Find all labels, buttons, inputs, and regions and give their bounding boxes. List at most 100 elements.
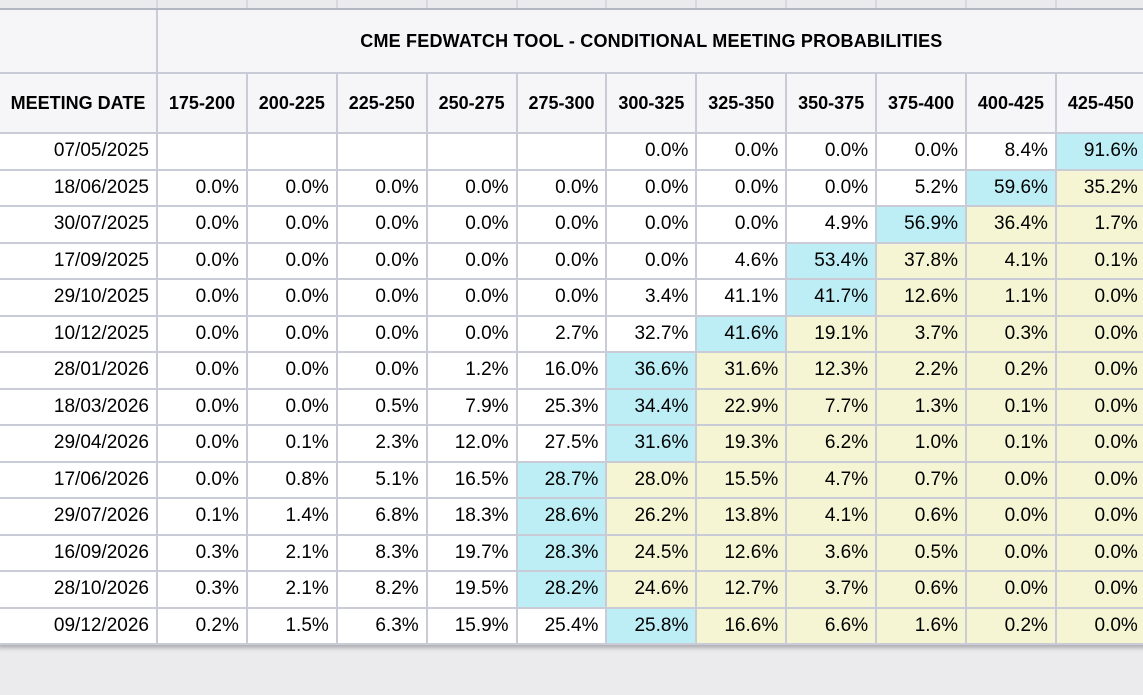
probability-cell: 0.0%: [605, 132, 698, 171]
probability-cell: 0.0%: [695, 168, 788, 207]
probability-cell: 0.0%: [156, 424, 248, 463]
probability-cell: 0.0%: [965, 533, 1057, 572]
probability-cell: 0.0%: [156, 460, 248, 499]
rate-bin-header: 350-375: [785, 72, 878, 134]
probability-cell: 0.0%: [695, 132, 788, 171]
probability-cell: 0.0%: [245, 168, 338, 207]
cutoff-cell-stub: [695, 0, 788, 10]
table-row: 29/07/2026 0.1% 1.4% 6.8% 18.3% 28.6% 26.2% 13.…: [0, 497, 1143, 536]
probability-cell: [425, 132, 518, 171]
cutoff-cell-stub: [965, 0, 1057, 10]
probability-cell: 0.0%: [156, 168, 248, 207]
table-row: 28/01/2026 0.0% 0.0% 0.0% 1.2% 16.0% 36.6% 31.6…: [0, 351, 1143, 390]
rate-bin-header: 200-225: [245, 72, 338, 134]
cutoff-cell-stub: [875, 0, 968, 10]
probability-cell: 26.2%: [605, 497, 698, 536]
probability-cell: 3.4%: [605, 278, 698, 317]
probability-cell: 1.5%: [245, 606, 338, 645]
probability-cell: 16.0%: [515, 351, 608, 390]
probability-cell: [245, 132, 338, 171]
table-row: 29/04/2026 0.0% 0.1% 2.3% 12.0% 27.5% 31.6% 19.…: [0, 424, 1143, 463]
table-title: CME FEDWATCH TOOL - CONDITIONAL MEETING …: [156, 8, 1143, 74]
probability-cell: 7.9%: [425, 387, 518, 426]
meeting-date-cell: 29/04/2026: [0, 424, 158, 463]
probability-cell: 2.1%: [245, 570, 338, 609]
meeting-date-cell: 18/03/2026: [0, 387, 158, 426]
probability-cell: 0.2%: [965, 351, 1057, 390]
probability-cell: 15.5%: [695, 460, 788, 499]
column-header-row: MEETING DATE 175-200 200-225 225-250 250-27…: [0, 72, 1143, 134]
probability-cell: 0.0%: [335, 278, 428, 317]
rate-bin-header: 175-200: [156, 72, 248, 134]
probability-cell: 0.0%: [156, 387, 248, 426]
probability-cell: 0.2%: [156, 606, 248, 645]
probability-cell: 0.6%: [875, 497, 968, 536]
probability-cell: 0.1%: [965, 387, 1057, 426]
probability-cell: 28.6%: [515, 497, 608, 536]
probability-cell: 0.0%: [1054, 606, 1143, 645]
corner-empty-cell: [0, 8, 158, 74]
probability-cell: 0.0%: [605, 241, 698, 280]
probability-cell: 0.0%: [875, 132, 968, 171]
probability-cell: 2.3%: [335, 424, 428, 463]
probability-cell: 22.9%: [695, 387, 788, 426]
meeting-date-cell: 28/10/2026: [0, 570, 158, 609]
probability-cell: 25.3%: [515, 387, 608, 426]
meeting-date-cell: 29/10/2025: [0, 278, 158, 317]
meeting-date-cell: 17/09/2025: [0, 241, 158, 280]
rate-bin-header: 400-425: [965, 72, 1057, 134]
probability-cell: 0.0%: [1054, 570, 1143, 609]
cutoff-cell-stub: [515, 0, 608, 10]
probability-cell: 0.8%: [245, 460, 338, 499]
table-row: 07/05/2025 0.0% 0.0% 0.0% 0.0% 8.4% 91.6%: [0, 132, 1143, 171]
table-row: 29/10/2025 0.0% 0.0% 0.0% 0.0% 0.0% 3.4% 41.1% 4…: [0, 278, 1143, 317]
probability-cell: 0.0%: [425, 314, 518, 353]
table-row: 09/12/2026 0.2% 1.5% 6.3% 15.9% 25.4% 25.8% 16.…: [0, 606, 1143, 645]
probability-cell: [156, 132, 248, 171]
probability-cell: 0.0%: [605, 168, 698, 207]
probability-cell: 12.3%: [785, 351, 878, 390]
probability-cell: 25.8%: [605, 606, 698, 645]
table-row: 17/06/2026 0.0% 0.8% 5.1% 16.5% 28.7% 28.0% 15.…: [0, 460, 1143, 499]
probability-cell: 12.6%: [695, 533, 788, 572]
probability-cell: 0.0%: [425, 205, 518, 244]
cutoff-cell-stub: [1054, 0, 1143, 10]
probability-cell: 59.6%: [965, 168, 1057, 207]
cutoff-cell-stub: [605, 0, 698, 10]
probability-cell: 0.2%: [965, 606, 1057, 645]
probability-cell: 28.3%: [515, 533, 608, 572]
probability-cell: 0.0%: [245, 205, 338, 244]
probability-cell: 31.6%: [695, 351, 788, 390]
probability-cell: 3.7%: [875, 314, 968, 353]
probability-cell: 0.0%: [335, 241, 428, 280]
table-row: 16/09/2026 0.3% 2.1% 8.3% 19.7% 28.3% 24.5% 12.…: [0, 533, 1143, 572]
probability-cell: 6.3%: [335, 606, 428, 645]
probability-cell: 1.2%: [425, 351, 518, 390]
probability-cell: 19.5%: [425, 570, 518, 609]
probability-cell: 4.7%: [785, 460, 878, 499]
meeting-date-cell: 17/06/2026: [0, 460, 158, 499]
probability-cell: 0.0%: [515, 278, 608, 317]
probability-cell: 16.5%: [425, 460, 518, 499]
probability-cell: 0.1%: [245, 424, 338, 463]
probability-cell: 36.6%: [605, 351, 698, 390]
probability-cell: 3.7%: [785, 570, 878, 609]
cutoff-row-stub: [0, 0, 1143, 10]
meeting-date-cell: 09/12/2026: [0, 606, 158, 645]
cutoff-cell-stub: [335, 0, 428, 10]
probability-cell: 5.2%: [875, 168, 968, 207]
probability-cell: 0.0%: [156, 205, 248, 244]
probability-cell: 0.0%: [1054, 460, 1143, 499]
probability-cell: 0.5%: [335, 387, 428, 426]
probability-cell: 0.0%: [1054, 278, 1143, 317]
table-row: 10/12/2025 0.0% 0.0% 0.0% 0.0% 2.7% 32.7% 41.6%…: [0, 314, 1143, 353]
probability-cell: 4.9%: [785, 205, 878, 244]
meeting-date-cell: 10/12/2025: [0, 314, 158, 353]
probability-cell: 0.0%: [245, 241, 338, 280]
probability-cell: 6.8%: [335, 497, 428, 536]
probability-cell: 0.0%: [245, 314, 338, 353]
probability-cell: 0.0%: [245, 278, 338, 317]
probability-cell: 1.3%: [875, 387, 968, 426]
meeting-date-cell: 28/01/2026: [0, 351, 158, 390]
